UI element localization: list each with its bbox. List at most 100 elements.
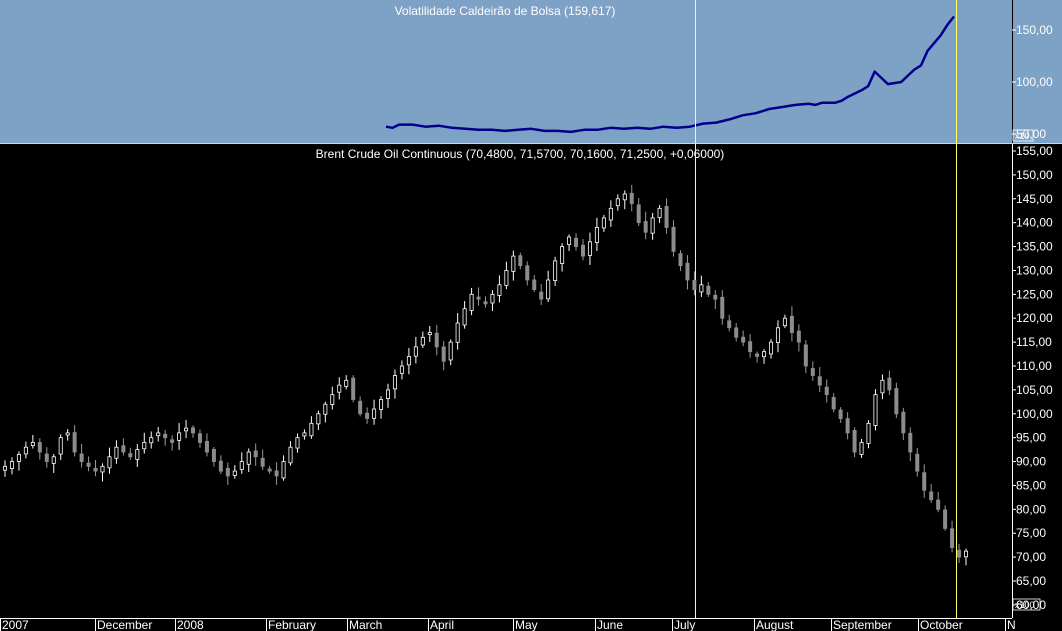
candle-body (455, 322, 460, 343)
candle-body (824, 386, 829, 396)
candle-body (873, 394, 878, 427)
volatility-scale-badge: x10 (1015, 131, 1030, 141)
candle-body (762, 351, 767, 358)
candle-body (782, 317, 787, 327)
candle-body (420, 336, 425, 346)
candle-body (685, 262, 690, 281)
candle-body (490, 293, 495, 304)
candle-body (9, 461, 14, 469)
candle-body (448, 341, 453, 361)
candle-body (358, 400, 363, 415)
candle-body (657, 207, 662, 218)
candle-body (622, 193, 627, 201)
x-axis-label: April (430, 618, 454, 631)
candle-body (706, 285, 711, 295)
x-axis-label: 2008 (177, 618, 204, 631)
candle-body (316, 413, 321, 425)
price-y-tick-label: 110,00 (1016, 359, 1052, 373)
x-axis-label: N (1007, 618, 1016, 631)
candle-body (469, 293, 474, 311)
price-panel-bg (0, 144, 1062, 631)
candle-body (908, 432, 913, 453)
price-title: Brent Crude Oil Continuous (70,4800, 71,… (316, 147, 725, 161)
price-scale-badge: x100 (1015, 600, 1035, 610)
candle-body (741, 336, 746, 343)
candle-body (197, 433, 202, 443)
candle-body (309, 422, 314, 437)
x-axis-label: July (674, 618, 695, 631)
candle-body (337, 384, 342, 393)
price-y-tick-label: 140,00 (1016, 216, 1053, 230)
candle-body (121, 445, 126, 453)
price-y-tick-label: 70,00 (1016, 550, 1046, 564)
candle-body (636, 204, 641, 224)
x-axis-label: March (349, 618, 382, 631)
candle-body (260, 457, 265, 467)
candle-body (379, 399, 384, 410)
candle-body (950, 528, 955, 548)
price-y-tick-label: 95,00 (1016, 431, 1046, 445)
price-scale-badge-box (1012, 598, 1041, 611)
candle-body (65, 432, 70, 436)
candle-body (170, 439, 175, 443)
x-axis-label: September (833, 618, 892, 631)
candle-body (372, 408, 377, 419)
candle-body (58, 437, 63, 455)
candle-body (511, 255, 516, 272)
candle-body (413, 346, 418, 357)
price-y-tick-label: 145,00 (1016, 192, 1053, 206)
candle-body (546, 279, 551, 300)
candle-body (288, 446, 293, 464)
x-axis-label: February (268, 618, 316, 631)
candle-body (177, 432, 182, 441)
candle-body (769, 341, 774, 355)
price-y-tick-label: 130,00 (1016, 263, 1053, 277)
candle-body (594, 227, 599, 243)
x-axis-label: May (515, 618, 538, 631)
price-y-tick-label: 60,00 (1016, 598, 1046, 612)
candle-body (775, 327, 780, 343)
candle-body (525, 265, 530, 281)
candle-body (23, 446, 28, 455)
candle-body (880, 379, 885, 394)
candle-body (560, 246, 565, 264)
candle-body (748, 341, 753, 353)
candle-body (483, 301, 488, 305)
price-y-tick-label: 100,00 (1016, 407, 1053, 421)
volatility-y-tick-label: 50,00 (1016, 127, 1046, 141)
candle-body (30, 442, 35, 447)
candle-body (211, 448, 216, 462)
candle-body (859, 442, 864, 455)
candle-body (532, 279, 537, 290)
candle-body (845, 418, 850, 434)
candle-body (727, 320, 732, 329)
candle-body (441, 346, 446, 362)
volatility-panel-bg (0, 0, 1062, 143)
candle-body (107, 456, 112, 469)
volatility-series-line (385, 15, 955, 134)
candle-body (699, 284, 704, 293)
candle-body (302, 432, 307, 437)
candle-body (803, 344, 808, 367)
candle-body (79, 453, 84, 462)
x-axis-label: June (597, 618, 623, 631)
volatility-scale-badge-box (1012, 129, 1034, 142)
candle-body (37, 442, 42, 453)
candle-body (615, 198, 620, 207)
candle-body (810, 368, 815, 376)
candle-body (142, 442, 147, 450)
candle-body (386, 389, 391, 399)
candle-body (344, 379, 349, 387)
candle-body (553, 260, 558, 281)
price-y-tick-label: 155,00 (1016, 144, 1053, 158)
candle-body (922, 472, 927, 491)
candle-body (866, 422, 871, 444)
candle-body (44, 453, 49, 462)
candle-body (232, 470, 237, 476)
candle-body (128, 453, 133, 458)
price-y-tick-label: 90,00 (1016, 455, 1046, 469)
candle-body (838, 409, 843, 419)
candle-body (184, 427, 189, 432)
